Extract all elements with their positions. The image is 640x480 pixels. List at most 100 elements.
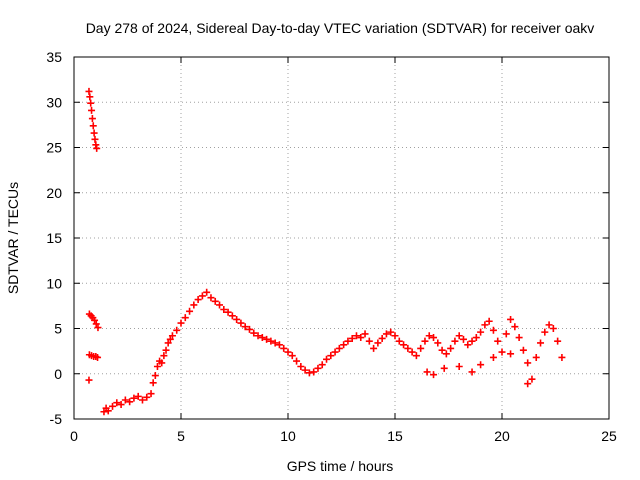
data-point xyxy=(254,332,262,340)
data-point xyxy=(507,350,515,358)
x-axis-label: GPS time / hours xyxy=(287,458,394,474)
data-point xyxy=(331,348,339,356)
data-point xyxy=(468,368,476,376)
data-points xyxy=(85,87,566,416)
data-point xyxy=(305,369,313,377)
data-point xyxy=(121,396,129,404)
data-point xyxy=(477,361,485,369)
data-point xyxy=(314,364,322,372)
y-tick-label: 35 xyxy=(46,49,62,65)
data-point xyxy=(425,332,433,340)
y-tick-label: 15 xyxy=(46,230,62,246)
data-point xyxy=(220,305,228,313)
data-point xyxy=(455,363,463,371)
data-point xyxy=(86,93,94,101)
data-point xyxy=(168,332,176,340)
data-point xyxy=(275,341,283,349)
data-point xyxy=(489,353,497,361)
data-point xyxy=(455,332,463,340)
data-point xyxy=(194,296,202,304)
data-point xyxy=(207,294,215,302)
data-point xyxy=(549,325,557,332)
data-point xyxy=(421,337,429,345)
data-point xyxy=(335,344,343,352)
data-point xyxy=(89,122,97,130)
data-point xyxy=(143,393,151,401)
data-point xyxy=(288,352,296,360)
data-point xyxy=(149,379,157,387)
data-point xyxy=(477,328,485,336)
data-point xyxy=(224,308,232,316)
data-point xyxy=(511,323,519,331)
data-point xyxy=(158,359,166,367)
data-point xyxy=(417,344,425,352)
data-point xyxy=(203,288,211,296)
data-point xyxy=(494,337,502,345)
data-point xyxy=(532,353,540,361)
data-point xyxy=(258,334,266,342)
chart-title: Day 278 of 2024, Sidereal Day-to-day VTE… xyxy=(86,20,595,36)
data-point xyxy=(408,348,416,356)
data-point xyxy=(85,87,93,95)
x-tick-label: 5 xyxy=(177,428,185,444)
data-point xyxy=(293,357,301,365)
grid xyxy=(74,57,609,419)
x-tick-label: 20 xyxy=(494,428,510,444)
data-point xyxy=(138,396,146,404)
data-point xyxy=(374,339,382,347)
y-tick-label: 0 xyxy=(54,366,62,382)
data-point xyxy=(134,392,142,400)
data-point xyxy=(186,307,194,315)
data-point xyxy=(151,372,159,380)
data-point xyxy=(323,355,331,363)
data-point xyxy=(245,325,253,333)
data-point xyxy=(554,337,562,345)
data-point xyxy=(440,364,448,372)
y-tick-label: 20 xyxy=(46,185,62,201)
data-point xyxy=(537,339,545,347)
data-point xyxy=(395,337,403,345)
data-point xyxy=(147,390,155,398)
data-point xyxy=(100,408,108,416)
data-point xyxy=(391,332,399,340)
data-point xyxy=(442,350,450,358)
data-point xyxy=(361,330,369,338)
data-point xyxy=(164,339,172,347)
data-point xyxy=(94,353,102,361)
data-point xyxy=(85,376,93,384)
data-point xyxy=(109,402,117,410)
data-point xyxy=(387,328,395,336)
data-point xyxy=(198,292,206,300)
data-point xyxy=(545,321,553,329)
data-point xyxy=(434,339,442,347)
data-point xyxy=(91,135,99,143)
data-point xyxy=(340,341,348,349)
data-point xyxy=(267,337,275,345)
data-point xyxy=(468,337,476,345)
data-point xyxy=(104,407,112,415)
data-point xyxy=(378,334,386,342)
data-point xyxy=(318,361,326,369)
data-point xyxy=(404,344,412,352)
data-point xyxy=(370,344,378,352)
data-point xyxy=(93,144,101,152)
data-point xyxy=(382,330,390,338)
data-point xyxy=(228,312,236,320)
data-point xyxy=(263,335,271,343)
y-tick-label: -5 xyxy=(50,411,63,427)
data-point xyxy=(126,398,134,406)
data-point xyxy=(90,129,98,137)
data-point xyxy=(310,368,318,376)
data-point xyxy=(297,363,305,371)
data-point xyxy=(507,315,515,323)
x-tick-label: 15 xyxy=(387,428,403,444)
data-point xyxy=(92,141,100,149)
data-point xyxy=(284,348,292,356)
data-point xyxy=(216,301,224,309)
data-point xyxy=(423,368,431,376)
data-point xyxy=(357,334,365,342)
data-point xyxy=(412,352,420,360)
data-point xyxy=(181,314,189,322)
data-point xyxy=(153,363,161,371)
